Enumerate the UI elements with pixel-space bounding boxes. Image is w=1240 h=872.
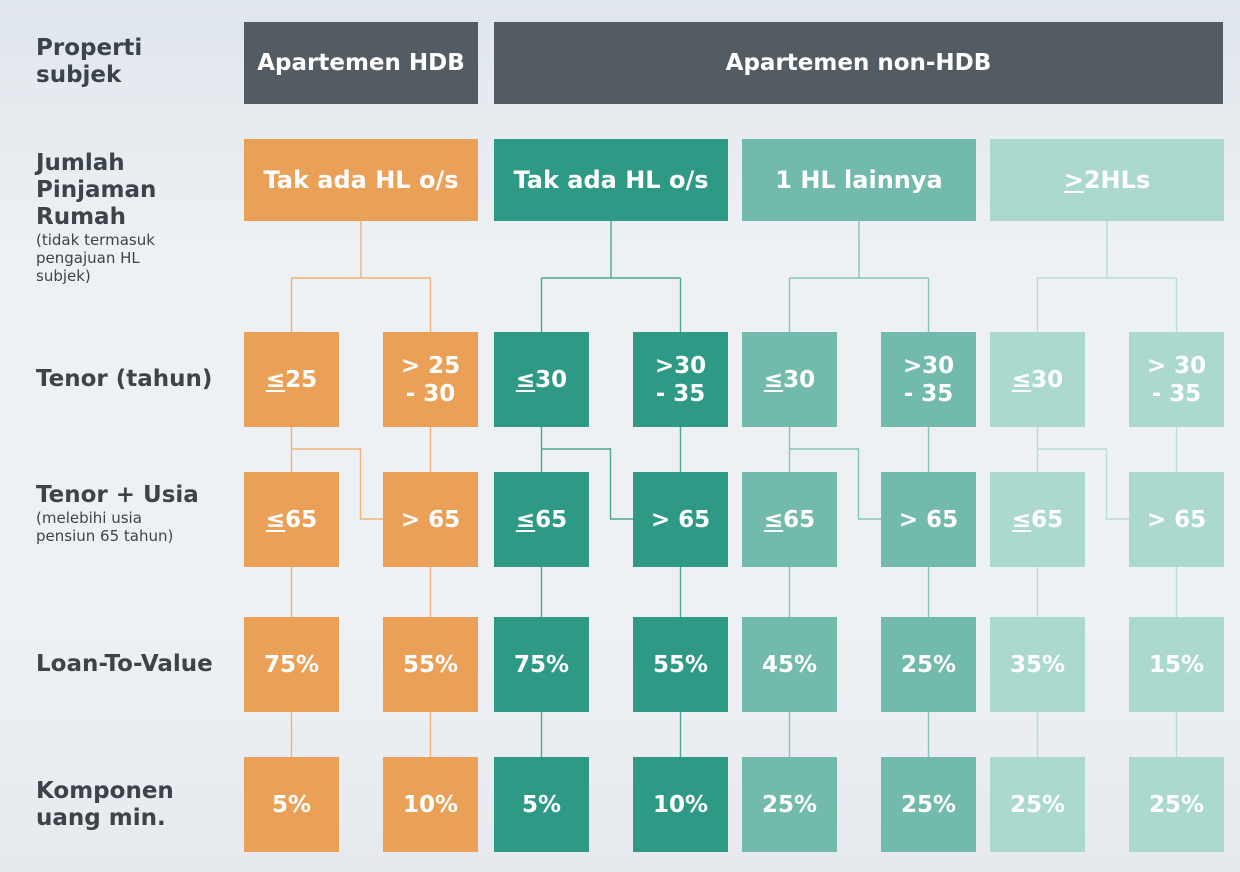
tenor-box-1-0: ≤ 30 xyxy=(494,332,589,427)
tenor-box-3-1: > 30 - 35 xyxy=(1129,332,1224,427)
ltv-box-3-0: 35% xyxy=(990,617,1085,712)
usia-box-1-1: > 65 xyxy=(633,472,728,567)
tenor-value: > 25 - 30 xyxy=(400,352,461,407)
row-label-tenor-usia-note: (melebihi usia pensiun 65 tahun) xyxy=(36,509,174,545)
ltv-value: 55% xyxy=(652,651,709,678)
less-equal-symbol: ≤ xyxy=(265,506,286,533)
category-label: Tak ada HL o/s xyxy=(263,166,459,194)
cash-box-3-1: 25% xyxy=(1129,757,1224,852)
cash-box-2-1: 25% xyxy=(881,757,976,852)
cash-box-1-1: 10% xyxy=(633,757,728,852)
usia-box-0-1: > 65 xyxy=(383,472,478,567)
cash-box-0-1: 10% xyxy=(383,757,478,852)
cash-value: 25% xyxy=(1148,791,1205,818)
ltv-value: 55% xyxy=(402,651,459,678)
tenor-value: 30 xyxy=(783,366,816,393)
row-label-komponen: Komponen uang min. xyxy=(36,778,174,831)
cash-box-0-0: 5% xyxy=(244,757,339,852)
header-apartemen-hdb: Apartemen HDB xyxy=(244,22,478,104)
ltv-value: 35% xyxy=(1009,651,1066,678)
header-apartemen-non-hdb: Apartemen non-HDB xyxy=(494,22,1223,104)
cash-value: 25% xyxy=(761,791,818,818)
tenor-box-2-1: >30 - 35 xyxy=(881,332,976,427)
usia-value: 65 xyxy=(535,506,568,533)
usia-value: 65 xyxy=(285,506,318,533)
usia-box-0-0: ≤ 65 xyxy=(244,472,339,567)
row-label-properti-subjek: Properti subjek xyxy=(36,35,143,88)
cash-box-1-0: 5% xyxy=(494,757,589,852)
tenor-value: > 30 - 35 xyxy=(1146,352,1207,407)
ltv-box-3-1: 15% xyxy=(1129,617,1224,712)
tenor-box-0-0: ≤ 25 xyxy=(244,332,339,427)
usia-box-3-1: > 65 xyxy=(1129,472,1224,567)
category-label: Tak ada HL o/s xyxy=(513,166,709,194)
cash-box-2-0: 25% xyxy=(742,757,837,852)
tenor-value: 25 xyxy=(285,366,318,393)
tenor-box-0-1: > 25 - 30 xyxy=(383,332,478,427)
tenor-box-3-0: ≤ 30 xyxy=(990,332,1085,427)
ltv-value: 75% xyxy=(513,651,570,678)
less-equal-symbol: ≤ xyxy=(1011,506,1032,533)
ltv-value: 25% xyxy=(900,651,957,678)
ltv-value: 75% xyxy=(263,651,320,678)
ltv-box-2-0: 45% xyxy=(742,617,837,712)
category-box-0: Tak ada HL o/s xyxy=(244,139,478,221)
tenor-value: >30 - 35 xyxy=(902,352,955,407)
ltv-box-0-1: 55% xyxy=(383,617,478,712)
category-prefix-symbol: > xyxy=(1063,166,1084,194)
category-box-2: 1 HL lainnya xyxy=(742,139,976,221)
tenor-value: >30 - 35 xyxy=(654,352,707,407)
usia-value: > 65 xyxy=(650,506,711,533)
category-label: 2HLs xyxy=(1083,166,1151,194)
less-equal-symbol: ≤ xyxy=(763,366,784,393)
less-equal-symbol: ≤ xyxy=(1011,366,1032,393)
cash-value: 5% xyxy=(271,791,312,818)
row-label-jumlah-text: Jumlah Pinjaman Rumah xyxy=(36,150,157,230)
category-box-3: > 2HLs xyxy=(990,139,1224,221)
usia-value: > 65 xyxy=(1146,506,1207,533)
category-label: 1 HL lainnya xyxy=(775,166,943,194)
row-label-tenor-usia-text: Tenor + Usia xyxy=(36,482,199,508)
ltv-value: 15% xyxy=(1148,651,1205,678)
usia-box-2-1: > 65 xyxy=(881,472,976,567)
usia-value: 65 xyxy=(783,506,816,533)
row-label-tenor-usia: Tenor + Usia (melebihi usia pensiun 65 t… xyxy=(36,482,199,545)
cash-value: 25% xyxy=(1009,791,1066,818)
usia-value: 65 xyxy=(1031,506,1064,533)
usia-box-3-0: ≤ 65 xyxy=(990,472,1085,567)
tenor-value: 30 xyxy=(1031,366,1064,393)
row-label-jumlah-pinjaman: Jumlah Pinjaman Rumah (tidak termasuk pe… xyxy=(36,150,156,285)
ltv-box-1-1: 55% xyxy=(633,617,728,712)
tenor-value: 30 xyxy=(535,366,568,393)
usia-box-2-0: ≤65 xyxy=(742,472,837,567)
row-label-jumlah-note: (tidak termasuk pengajuan HL subjek) xyxy=(36,231,155,285)
tenor-box-2-0: ≤30 xyxy=(742,332,837,427)
row-label-tenor: Tenor (tahun) xyxy=(36,366,213,392)
usia-value: > 65 xyxy=(400,506,461,533)
ltv-box-0-0: 75% xyxy=(244,617,339,712)
less-equal-symbol: ≤ xyxy=(265,366,286,393)
category-box-1: Tak ada HL o/s xyxy=(494,139,728,221)
tenor-box-1-1: >30 - 35 xyxy=(633,332,728,427)
less-equal-symbol: ≤ xyxy=(515,506,536,533)
cash-value: 5% xyxy=(521,791,562,818)
cash-value: 25% xyxy=(900,791,957,818)
less-equal-symbol: ≤ xyxy=(515,366,536,393)
cash-value: 10% xyxy=(652,791,709,818)
cash-box-3-0: 25% xyxy=(990,757,1085,852)
less-equal-symbol: ≤ xyxy=(763,506,784,533)
ltv-box-2-1: 25% xyxy=(881,617,976,712)
usia-box-1-0: ≤ 65 xyxy=(494,472,589,567)
row-label-ltv: Loan-To-Value xyxy=(36,651,213,677)
ltv-box-1-0: 75% xyxy=(494,617,589,712)
cash-value: 10% xyxy=(402,791,459,818)
ltv-value: 45% xyxy=(761,651,818,678)
usia-value: > 65 xyxy=(898,506,959,533)
